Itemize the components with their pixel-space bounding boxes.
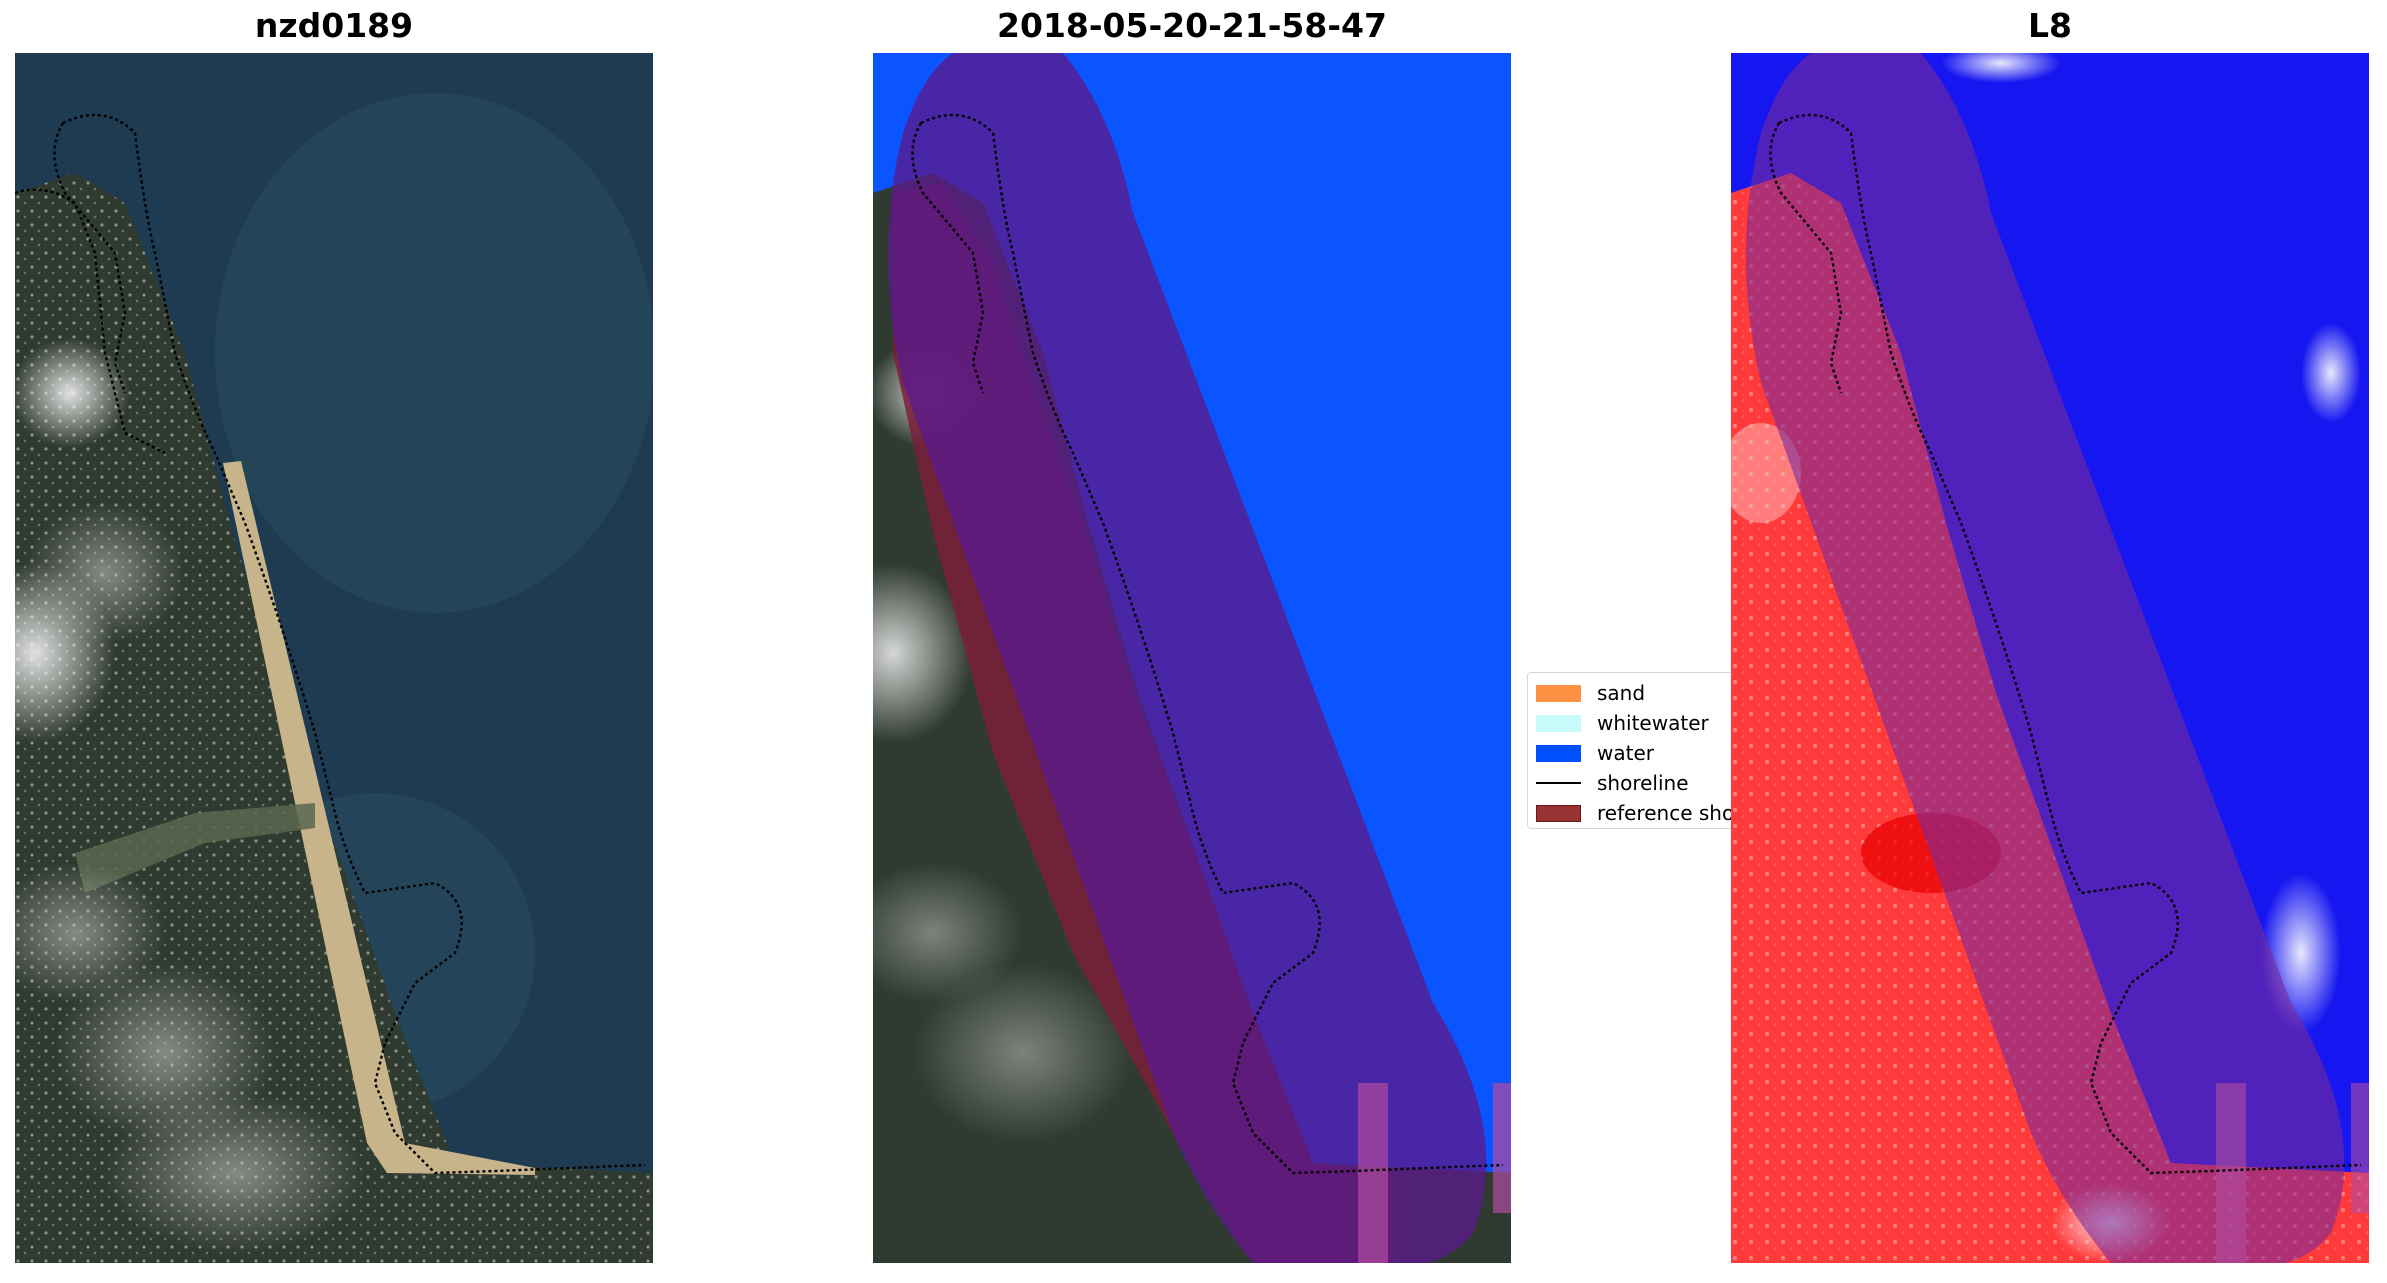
shoreline-trace [62, 113, 646, 1175]
sand-swatch [1536, 684, 1581, 702]
legend-label: reference shoreline buffer [1597, 801, 1748, 825]
classified-image [873, 53, 1511, 1263]
legend-label: sand [1597, 681, 1646, 705]
buffer-overlay [1746, 53, 2345, 1263]
legend-label: shoreline [1597, 771, 1689, 795]
panel-title-classified: 2018-05-20-21-58-47 [997, 6, 1387, 45]
reference-shoreline-swatch [1536, 804, 1581, 822]
shoreline-swatch [1536, 782, 1581, 784]
legend-item-shoreline: shoreline [1536, 768, 1689, 798]
whitewater-swatch [1536, 714, 1581, 732]
legend-item-sand: sand [1536, 678, 1645, 708]
index-image [1731, 53, 2369, 1263]
buffer-overlay [888, 53, 1487, 1263]
legend-label: whitewater [1597, 711, 1709, 735]
legend-item-water: water [1536, 738, 1654, 768]
legend: sand whitewater water shoreline referenc… [1527, 672, 1749, 829]
rgb-satellite-image [15, 53, 653, 1263]
legend-item-reference-shoreline: reference shoreline buffer [1536, 798, 1748, 828]
beach-strip [223, 461, 535, 1175]
water-swatch [1536, 744, 1581, 762]
legend-item-whitewater: whitewater [1536, 708, 1709, 738]
panel-title-index: L8 [2028, 6, 2072, 45]
panel-title-rgb: nzd0189 [254, 6, 414, 45]
legend-label: water [1597, 741, 1654, 765]
